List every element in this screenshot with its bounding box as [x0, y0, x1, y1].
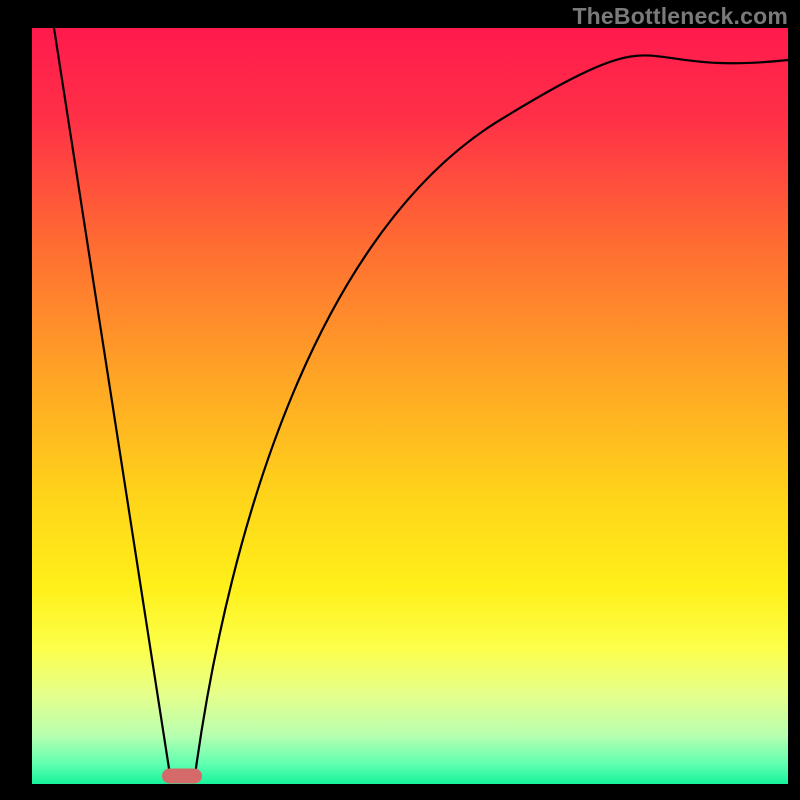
watermark-text: TheBottleneck.com [572, 3, 788, 30]
curve-right-ascent [195, 55, 788, 775]
chart-frame: TheBottleneck.com [0, 0, 800, 800]
chart-svg [0, 0, 800, 800]
trough-marker-pill [162, 769, 202, 784]
curve-left-descent [54, 28, 170, 775]
